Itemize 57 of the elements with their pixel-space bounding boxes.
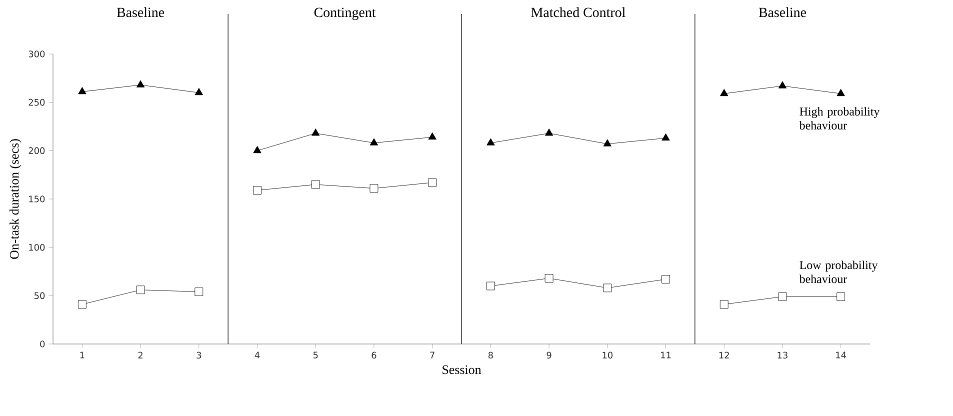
point <box>428 132 436 140</box>
point <box>544 274 554 282</box>
x-tick-label: 9 <box>546 352 552 359</box>
point <box>253 186 262 194</box>
x-tick-label: 4 <box>254 352 260 358</box>
point <box>312 128 320 136</box>
point <box>428 178 437 187</box>
y-tick-label: 100 <box>29 244 45 251</box>
point <box>662 133 670 141</box>
y-tick-label: 250 <box>28 98 45 106</box>
point <box>370 184 378 193</box>
point <box>194 288 204 296</box>
x-tick-label: 6 <box>372 352 376 359</box>
x-tick-label: 5 <box>313 352 318 358</box>
point <box>720 300 728 309</box>
point <box>778 81 787 88</box>
point <box>78 300 86 309</box>
point <box>603 284 612 292</box>
text: Baseline <box>758 7 806 18</box>
series-label: High probability behaviour <box>799 107 880 130</box>
x-axis-title: Session <box>442 365 482 374</box>
x-tick-label: 14 <box>836 352 846 358</box>
point <box>136 80 145 88</box>
y-tick-label: 150 <box>29 196 45 202</box>
x-tick-label: 7 <box>430 352 434 358</box>
point <box>253 146 262 154</box>
x-tick-label: 10 <box>602 352 613 359</box>
y-tick-label: 0 <box>40 340 45 348</box>
point <box>778 292 787 301</box>
y-tick-label: 300 <box>28 50 45 58</box>
point <box>486 138 495 146</box>
point <box>136 286 145 294</box>
point <box>311 180 320 189</box>
y-tick-label: 200 <box>28 147 45 154</box>
x-tick-label: 2 <box>138 352 142 358</box>
text: Matched Control <box>531 7 626 18</box>
point <box>486 282 495 290</box>
point <box>836 88 845 96</box>
point <box>544 128 554 136</box>
point <box>370 138 378 146</box>
x-tick-label: 8 <box>488 352 493 359</box>
y-tick-label: 50 <box>34 292 45 300</box>
x-tick-label: 12 <box>719 352 729 358</box>
series-label: Low probability behaviour <box>799 260 878 284</box>
y-axis-title: On-task duration (secs) <box>10 139 22 259</box>
x-tick-label: 3 <box>196 352 202 359</box>
point <box>836 292 846 301</box>
x-tick-label: 13 <box>778 352 788 359</box>
point <box>720 88 728 96</box>
x-tick-label: 11 <box>661 352 671 358</box>
point <box>662 275 670 284</box>
point <box>194 88 203 96</box>
x-tick-label: 1 <box>80 352 84 358</box>
point <box>603 139 612 146</box>
point <box>78 87 86 94</box>
text: Baseline <box>116 7 164 18</box>
text: Contingent <box>314 8 376 20</box>
